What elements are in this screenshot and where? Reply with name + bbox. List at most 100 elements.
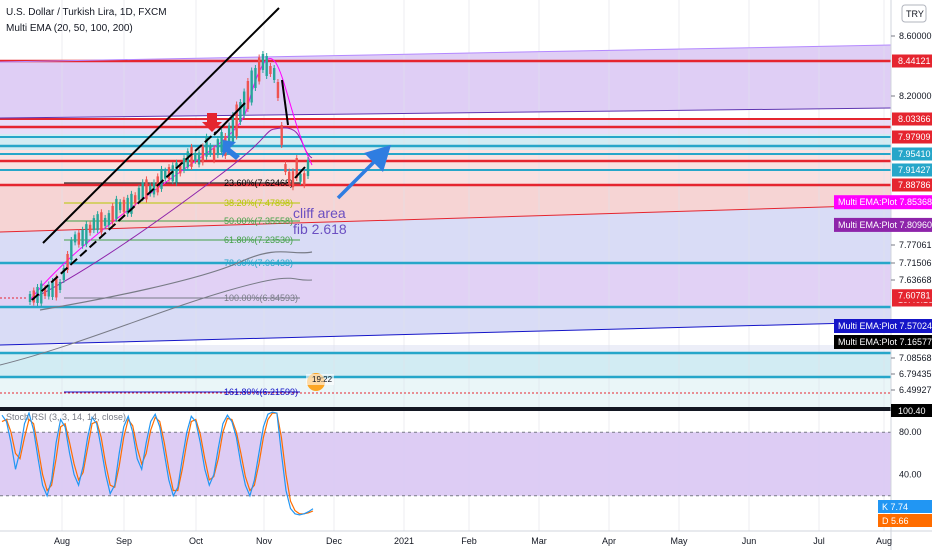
currency-button-label: TRY: [906, 9, 924, 19]
blue-arrow-marker: [222, 140, 240, 160]
price-label-6: 7.08568: [899, 353, 932, 363]
trendline-1: [42, 7, 280, 244]
ema-50-line: [29, 127, 313, 301]
trendline-5: [294, 166, 306, 179]
time-label-1: Sep: [116, 536, 132, 546]
candle-body-33: [152, 182, 156, 195]
stoch-80-label: 80.00: [899, 427, 922, 437]
candle-body-16: [88, 224, 92, 233]
candle-body-51: [220, 132, 223, 153]
candle-body-22: [111, 205, 114, 222]
candle-body-68: [284, 164, 287, 173]
candle-body-15: [85, 224, 88, 245]
stoch-40-label: 40.00: [899, 470, 922, 480]
time-label-7: Mar: [531, 536, 547, 546]
candle-body-56: [239, 102, 242, 122]
candle-body-35: [160, 168, 163, 189]
candle-body-27: [130, 193, 133, 214]
price-label-8: 6.49927: [899, 385, 932, 395]
ema-tag-bg-3: [834, 335, 932, 349]
ema-tag-3: Multi EMA:Plot 7.16577: [838, 337, 932, 347]
fib-label-4: 78.60%(7.06438): [224, 258, 293, 268]
candle-body-5: [47, 284, 50, 297]
candle-body-62: [261, 54, 265, 70]
price-axis[interactable]: 100.40 80.00 40.00 K 7.74 D 5.66 8.60000 8.200…: [878, 31, 932, 527]
candle-body-36: [164, 170, 167, 179]
time-label-8: Apr: [602, 536, 616, 546]
fib-retracement: 23.60%(7.62468) 38.20%(7.47898) 50.00%(7.3…: [64, 178, 300, 397]
candle-body-10: [66, 254, 69, 270]
price-tags: 8.44121 8.03366 7.97909 7.95410 7.91427 7.887…: [834, 54, 932, 349]
price-label-0: 8.60000: [899, 31, 932, 41]
stoch-title[interactable]: Stoch RSI (3, 3, 14, 14, close): [6, 412, 127, 422]
candle-body-1: [32, 290, 35, 303]
ema-20-line: [29, 58, 313, 301]
zone-fill-blue-2: [0, 307, 891, 345]
stoch-max-tag-bg: [891, 404, 932, 417]
fib-label-0: 23.60%(7.62468): [224, 178, 293, 188]
price-tag-4: 7.91427: [898, 165, 931, 175]
candle-body-67: [280, 125, 283, 145]
candle-body-69: [288, 171, 291, 184]
price-tag-bg-2: [892, 130, 932, 144]
candle-body-32: [149, 185, 152, 194]
cliff-arrow-head: [364, 145, 391, 172]
zone-fill-red-band: [0, 150, 891, 186]
price-label-1: 8.20000: [899, 91, 932, 101]
candle-body-46: [201, 146, 205, 163]
stoch-d-tag: D 5.66: [882, 516, 909, 526]
ema-tag-bg-2: [834, 319, 932, 333]
time-marker[interactable]: 19:22: [306, 373, 334, 391]
currency-button[interactable]: TRY: [901, 4, 927, 23]
stoch-k-line: [1, 411, 314, 516]
candle-body-63: [265, 56, 268, 76]
price-tag-3: 7.95410: [898, 149, 931, 159]
price-label-4: 7.71506: [899, 258, 932, 268]
price-tag-bg-3: [892, 147, 932, 161]
candle-body-49: [212, 148, 216, 161]
candle-body-26: [126, 197, 129, 214]
candle-body-4: [43, 288, 47, 296]
candle-body-41: [182, 158, 186, 171]
candle-body-66: [276, 82, 280, 98]
channel-blue: [0, 321, 892, 346]
pane-separator[interactable]: [0, 407, 891, 411]
channel-red: [0, 204, 892, 233]
indicator-title[interactable]: Multi EMA (20, 50, 100, 200): [6, 23, 133, 34]
ema-100-line: [0, 277, 313, 366]
time-label-4: Dec: [326, 536, 343, 546]
candle-body-42: [186, 151, 189, 168]
candle-body-54: [231, 115, 235, 143]
zone-fill-blue: [0, 205, 891, 265]
trendline-3: [213, 102, 246, 136]
annotation-line-1: cliff area: [293, 205, 346, 221]
candle-body-50: [216, 139, 220, 156]
candle-body-11: [70, 240, 73, 260]
annotation-line-2: fib 2.618: [293, 221, 347, 237]
candle-body-39: [175, 162, 178, 183]
time-axis[interactable]: Aug Sep Oct Nov Dec 2021 Feb Mar Apr May Jun Jul Aug: [54, 536, 892, 546]
candle-body-13: [77, 232, 81, 245]
channel-top: [0, 44, 892, 63]
ema-200-line: [39, 251, 313, 311]
time-label-3: Nov: [256, 536, 273, 546]
stoch-rsi-pane: [0, 411, 891, 516]
stoch-k-tag-bg: [878, 500, 932, 513]
candle-body-64: [269, 66, 272, 74]
zone-fill-purple: [0, 265, 891, 307]
fib-label-5: 100.00%(6.84593): [224, 293, 298, 303]
candle-body-48: [209, 145, 212, 154]
candle-body-65: [272, 68, 276, 80]
candle-body-74: [306, 160, 310, 177]
price-tag-5: 7.88786: [898, 180, 931, 190]
zone-fills: [0, 45, 891, 407]
candle-body-38: [171, 165, 174, 182]
price-tag-1: 8.03366: [898, 114, 931, 124]
candle-body-12: [73, 234, 77, 243]
symbol-title[interactable]: U.S. Dollar / Turkish Lira, 1D, FXCM: [6, 7, 167, 18]
trendline-2: [31, 131, 217, 301]
candle-body-30: [141, 182, 144, 199]
price-label-7: 6.79435: [899, 369, 932, 379]
